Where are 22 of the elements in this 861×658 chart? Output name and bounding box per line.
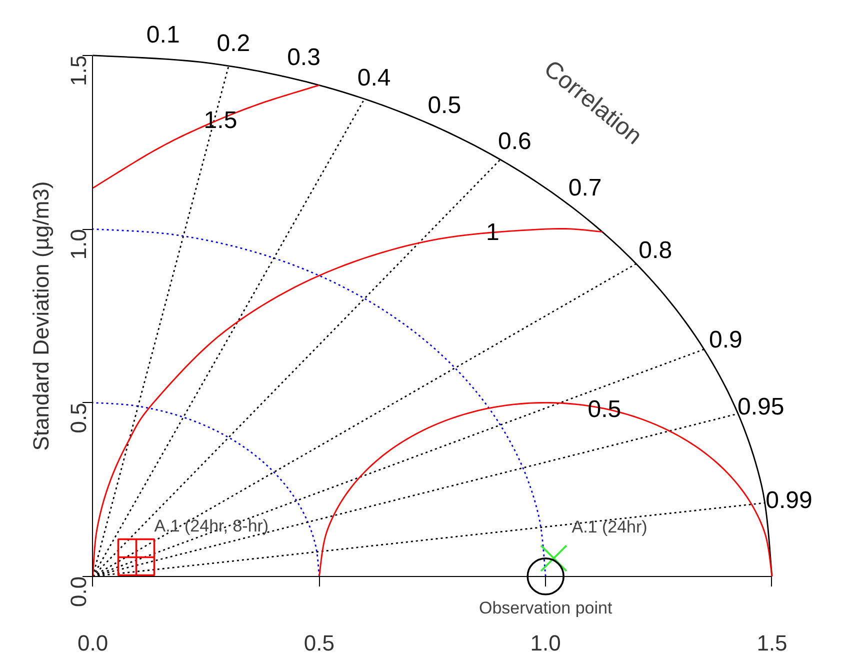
- annotation: 0.9: [708, 326, 742, 354]
- y-tick-label: 1.0: [66, 229, 91, 260]
- annotation: 0.5: [428, 92, 462, 119]
- annotation: 0.8: [638, 236, 672, 264]
- x-tick-label: 0.5: [304, 630, 334, 656]
- annotation: 0.6: [498, 128, 532, 155]
- x-tick-label: 1.0: [530, 630, 561, 656]
- series-label: Observation point: [478, 598, 612, 618]
- annotation: 0.95: [737, 394, 784, 421]
- annotation: 0.99: [766, 486, 812, 514]
- annotation: 0.2: [216, 30, 250, 57]
- y-axis-title: Standard Deviation (µg/m3): [28, 181, 54, 451]
- y-tick-label: 0.0: [66, 576, 91, 607]
- series-label: A.1 (24hr): [572, 517, 648, 536]
- annotation: 0.1: [146, 22, 180, 49]
- x-tick-label: 1.5: [756, 630, 788, 656]
- annotation: 0.4: [357, 64, 391, 92]
- y-tick-label: 0.5: [66, 402, 91, 434]
- annotation: 0.3: [287, 44, 320, 71]
- y-tick-label: 1.5: [66, 55, 91, 86]
- series-label: A.1 (24hr, 8-hr): [154, 516, 269, 536]
- annotation: 0.7: [568, 174, 602, 202]
